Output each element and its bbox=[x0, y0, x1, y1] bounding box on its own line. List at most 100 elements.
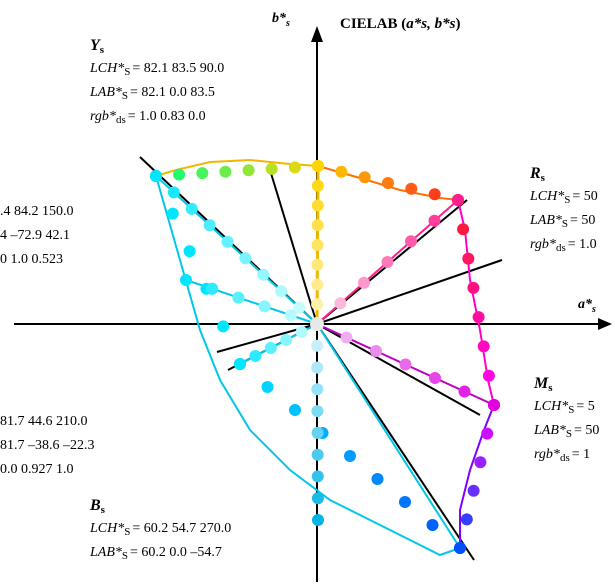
dot-radial-blue-67 bbox=[312, 514, 324, 526]
block-line-m-2: rgb*ds = 1 bbox=[534, 447, 590, 464]
outer-edge-blue-cyan bbox=[156, 176, 460, 555]
dot-radial-cyan-77 bbox=[150, 170, 162, 182]
info-block-g: .4 84.2 150.0 4 –72.9 42.1 0 1.0 0.523 bbox=[0, 204, 74, 267]
dot-radial-cyan-78 bbox=[168, 186, 180, 198]
dot-red-magenta-20 bbox=[478, 340, 490, 352]
dot-cyan-edge-39 bbox=[217, 320, 229, 332]
dot-radial-red-56 bbox=[382, 256, 394, 268]
block-line-y-2: rgb*ds = 1.0 0.83 0.0 bbox=[90, 109, 206, 126]
b-axis-label: b*s bbox=[272, 11, 290, 29]
block-name-m: Ms bbox=[533, 375, 553, 394]
dot-radial-cyan-2-87 bbox=[180, 274, 192, 286]
info-block-c: 81.7 44.6 210.0 81.7 –38.6 –22.3 0.0 0.927… bbox=[0, 414, 95, 477]
dot-radial-blue-73 bbox=[311, 383, 323, 395]
dot-radial-cyan-2-88 bbox=[206, 283, 218, 295]
block-name-y: Ys bbox=[90, 37, 105, 56]
a-axis-label: a*s bbox=[578, 297, 596, 315]
dot-radial-cyan-2-89 bbox=[232, 292, 244, 304]
dot-radial-cyan-84 bbox=[275, 285, 287, 297]
dot-yellow-red-12 bbox=[405, 183, 417, 195]
dot-yellow-green-6 bbox=[289, 161, 301, 173]
dot-yellow-red-10 bbox=[359, 171, 371, 183]
dot-yellow-green-3 bbox=[219, 166, 231, 178]
block-line-m-0: LCH*S = 5 bbox=[533, 399, 595, 416]
dot-yellow-red-11 bbox=[382, 177, 394, 189]
dot-yellow-green-2 bbox=[196, 167, 208, 179]
dot-yellow-red-13 bbox=[429, 188, 441, 200]
info-block-r: Rs LCH*S = 50 LAB*S = 50 rgb*ds = 1.0 bbox=[529, 165, 598, 254]
block-line-r-2: rgb*ds = 1.0 bbox=[530, 237, 597, 254]
dot-radial-magenta-60 bbox=[488, 399, 500, 411]
dot-radial-red-57 bbox=[358, 277, 370, 289]
dot-radial-cyan-3-95 bbox=[265, 342, 277, 354]
dot-yellow-green-4 bbox=[243, 164, 255, 176]
dot-radial-cyan-79 bbox=[186, 203, 198, 215]
dot-blue-cyan-29 bbox=[454, 542, 466, 554]
block-line-b-0: LCH*S = 60.2 54.7 270.0 bbox=[89, 521, 231, 538]
dot-radial-blue-71 bbox=[312, 427, 324, 439]
dot-radial-yellow-47 bbox=[312, 219, 324, 231]
center-dot bbox=[310, 317, 324, 331]
dot-radial-yellow-49 bbox=[311, 259, 323, 271]
dot-red-magenta-16 bbox=[457, 223, 469, 235]
block-line-r-0: LCH*S = 50 bbox=[529, 189, 598, 206]
dot-radial-cyan-3-96 bbox=[280, 334, 292, 346]
a-axis-arrow bbox=[598, 318, 612, 330]
block-line-y-0: LCH*S = 82.1 83.5 90.0 bbox=[89, 61, 224, 78]
dot-radial-magenta-64 bbox=[370, 345, 382, 357]
dot-radial-magenta-63 bbox=[400, 359, 412, 371]
dot-radial-blue-74 bbox=[311, 362, 323, 374]
dot-radial-cyan-81 bbox=[222, 236, 234, 248]
dot-radial-cyan-83 bbox=[257, 269, 269, 281]
dot-radial-yellow-45 bbox=[312, 180, 324, 192]
info-block-b: Bs LCH*S = 60.2 54.7 270.0 LAB*S = 60.2 0.0 … bbox=[89, 497, 231, 562]
dot-blue-cyan-33 bbox=[344, 450, 356, 462]
dot-cyan-edge-41 bbox=[184, 245, 196, 257]
dot-radial-red-54 bbox=[429, 215, 441, 227]
dot-magenta-blue-26 bbox=[468, 485, 480, 497]
dot-radial-cyan-3-93 bbox=[234, 358, 246, 370]
dot-radial-blue-69 bbox=[312, 470, 324, 482]
dot-radial-cyan-2-91 bbox=[285, 309, 297, 321]
dot-radial-magenta-61 bbox=[459, 386, 471, 398]
dot-magenta-blue-24 bbox=[481, 428, 493, 440]
dot-radial-magenta-65 bbox=[341, 332, 353, 344]
dot-blue-cyan-30 bbox=[427, 519, 439, 531]
dot-radial-blue-72 bbox=[311, 405, 323, 417]
dot-radial-red-58 bbox=[335, 297, 347, 309]
block-line-y-1: LAB*S = 82.1 0.0 83.5 bbox=[89, 85, 215, 102]
block-line-g-1: 4 –72.9 42.1 bbox=[0, 228, 70, 243]
block-line-g-2: 0 1.0 0.523 bbox=[0, 252, 63, 267]
block-line-c-0: 81.7 44.6 210.0 bbox=[0, 414, 88, 429]
block-name-b: Bs bbox=[89, 497, 106, 516]
dot-yellow-green-1 bbox=[173, 169, 185, 181]
block-line-g-0: .4 84.2 150.0 bbox=[0, 204, 74, 219]
block-name-r: Rs bbox=[529, 165, 546, 184]
dot-radial-cyan-2-90 bbox=[259, 300, 271, 312]
dot-magenta-blue-27 bbox=[461, 513, 473, 525]
dot-radial-blue-70 bbox=[312, 449, 324, 461]
dot-red-magenta-17 bbox=[462, 253, 474, 265]
dot-blue-cyan-35 bbox=[289, 404, 301, 416]
dot-radial-blue-68 bbox=[312, 492, 324, 504]
block-line-c-2: 0.0 0.927 1.0 bbox=[0, 462, 74, 477]
dot-radial-yellow-48 bbox=[312, 239, 324, 251]
dot-radial-magenta-62 bbox=[429, 372, 441, 384]
diagram-title: CIELAB (a*s, b*s) bbox=[340, 16, 460, 32]
dot-red-magenta-19 bbox=[473, 311, 485, 323]
dot-blue-cyan-31 bbox=[399, 496, 411, 508]
block-line-m-1: LAB*S = 50 bbox=[533, 423, 599, 440]
block-line-b-1: LAB*S = 60.2 0.0 –54.7 bbox=[89, 545, 222, 562]
b-axis-arrow bbox=[311, 26, 323, 42]
dot-radial-cyan-3-94 bbox=[249, 350, 261, 362]
dot-radial-cyan-82 bbox=[239, 252, 251, 264]
info-block-y: Ys LCH*S = 82.1 83.5 90.0 LAB*S = 82.1 0.0 8… bbox=[89, 37, 224, 126]
dot-radial-red-55 bbox=[405, 235, 417, 247]
dot-radial-cyan-3-97 bbox=[296, 326, 308, 338]
dot-red-magenta-18 bbox=[467, 282, 479, 294]
dot-cyan-edge-42 bbox=[167, 208, 179, 220]
dot-red-magenta-21 bbox=[483, 370, 495, 382]
dot-radial-yellow-50 bbox=[311, 279, 323, 291]
